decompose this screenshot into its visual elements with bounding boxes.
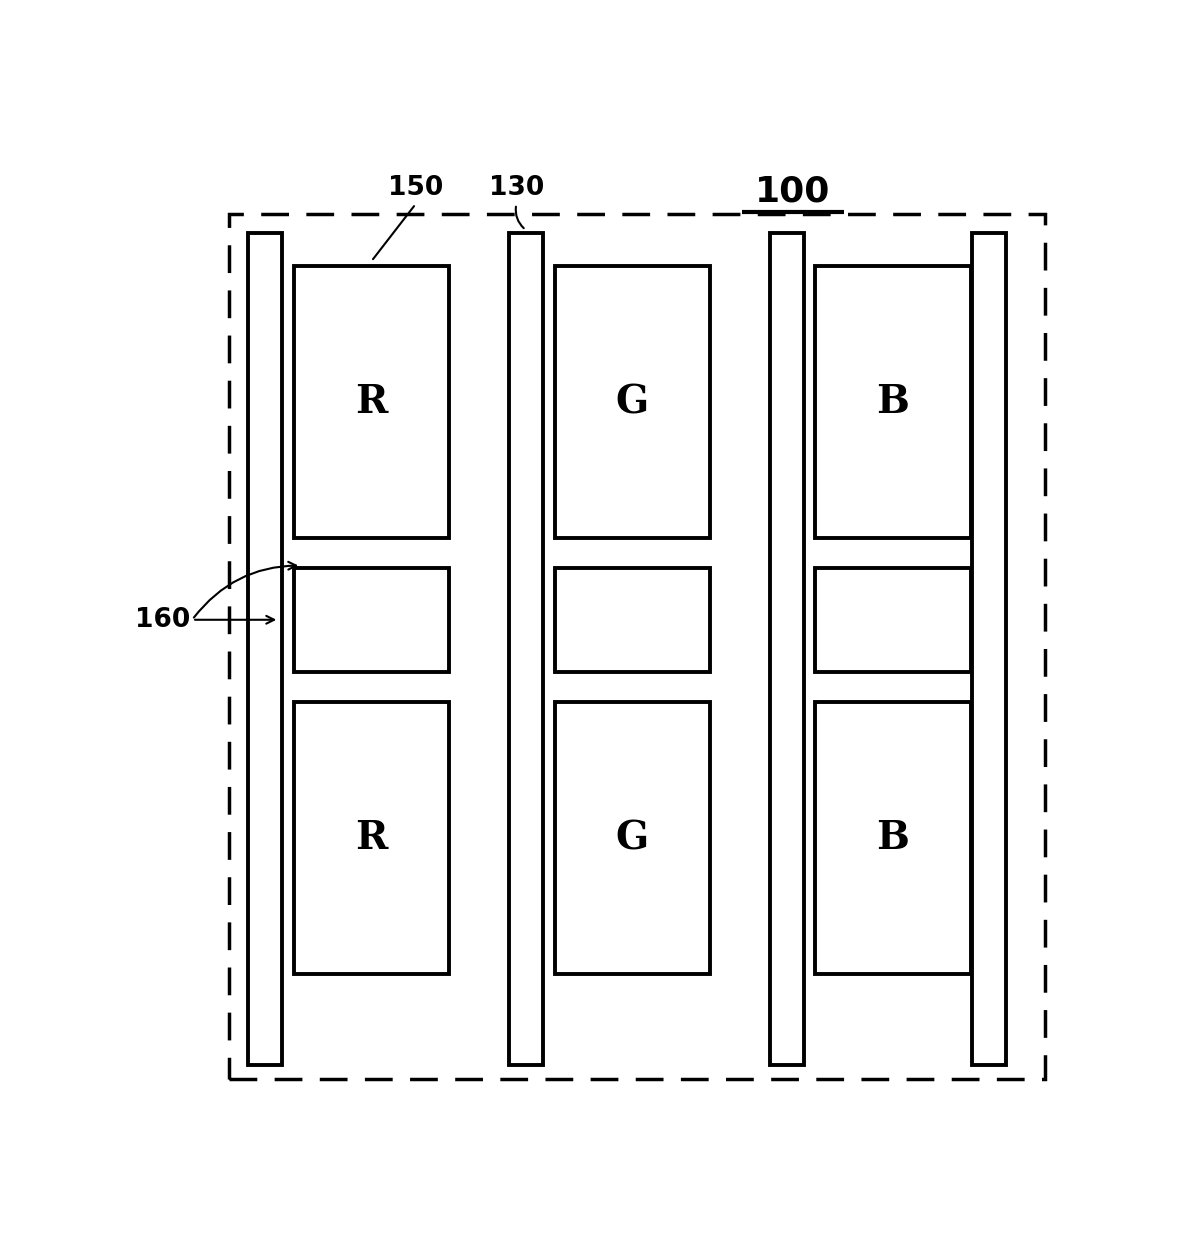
Bar [508, 232, 543, 1065]
Bar [248, 232, 282, 1065]
Text: B: B [876, 383, 910, 421]
Bar [554, 266, 709, 538]
Bar [815, 569, 970, 672]
Bar [293, 266, 448, 538]
Bar [815, 266, 970, 538]
Bar [230, 214, 1045, 1079]
Text: 160: 160 [135, 607, 190, 633]
Text: G: G [615, 383, 649, 421]
Text: 130: 130 [489, 175, 545, 201]
Bar [554, 569, 709, 672]
Text: 100: 100 [755, 175, 831, 208]
Text: G: G [615, 819, 649, 857]
Bar [293, 569, 448, 672]
Bar [554, 702, 709, 973]
Bar [972, 232, 1006, 1065]
Text: B: B [876, 819, 910, 857]
Bar [769, 232, 804, 1065]
Text: 150: 150 [388, 175, 444, 201]
Text: R: R [355, 383, 387, 421]
Bar [293, 702, 448, 973]
Bar [815, 702, 970, 973]
Text: R: R [355, 819, 387, 857]
